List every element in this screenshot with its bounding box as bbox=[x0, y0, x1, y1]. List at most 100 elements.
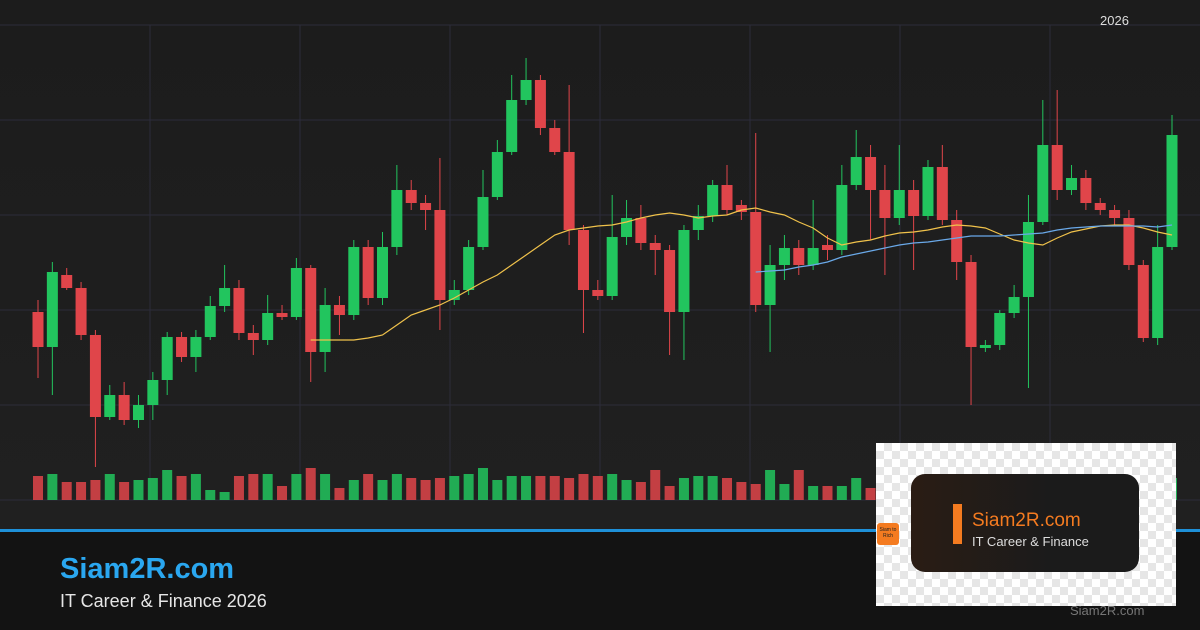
candle-body bbox=[1051, 145, 1063, 190]
candle-body bbox=[778, 248, 790, 265]
volume-bar bbox=[477, 468, 488, 500]
volume-bar bbox=[119, 482, 130, 500]
candle-body bbox=[1008, 297, 1020, 313]
candle-body bbox=[606, 237, 618, 296]
volume-bar bbox=[248, 474, 259, 500]
candle-body bbox=[721, 185, 733, 210]
candle-body bbox=[1152, 247, 1164, 338]
volume-bar bbox=[621, 480, 632, 500]
volume-bar bbox=[434, 478, 445, 500]
candle-body bbox=[951, 220, 963, 262]
volume-bar bbox=[865, 488, 876, 500]
volume-bar bbox=[750, 484, 761, 500]
candle-body bbox=[621, 218, 633, 237]
candle-body bbox=[692, 216, 704, 230]
volume-bar bbox=[678, 478, 689, 500]
volume-bar bbox=[851, 478, 862, 500]
candle-body bbox=[491, 152, 503, 197]
volume-bar bbox=[291, 474, 302, 500]
candle-body bbox=[176, 337, 188, 357]
candle-body bbox=[161, 337, 173, 380]
volume-bar bbox=[822, 486, 833, 500]
logo-bar bbox=[953, 504, 962, 544]
candle-body bbox=[1066, 178, 1078, 190]
volume-bar bbox=[521, 476, 532, 500]
candle-body bbox=[678, 230, 690, 312]
grid bbox=[0, 24, 1200, 501]
volume-bar bbox=[320, 474, 331, 500]
volume-bar bbox=[205, 490, 216, 500]
volume-bar bbox=[377, 480, 388, 500]
volume-bar bbox=[162, 470, 173, 500]
volume-bar bbox=[449, 476, 460, 500]
candle-body bbox=[391, 190, 403, 247]
candle-body bbox=[807, 248, 819, 265]
candle-body bbox=[563, 152, 575, 230]
candle-body bbox=[506, 100, 518, 152]
volume-bar bbox=[76, 482, 87, 500]
volume-bar bbox=[420, 480, 431, 500]
moving-average-line bbox=[310, 207, 1173, 341]
candle-body bbox=[305, 268, 317, 352]
candle-body bbox=[1166, 135, 1178, 247]
volume-bar bbox=[592, 476, 603, 500]
candle-body bbox=[405, 190, 417, 203]
volume-bar bbox=[133, 480, 144, 500]
volume-bar bbox=[391, 474, 402, 500]
candle-body bbox=[1037, 145, 1049, 222]
volume-bar bbox=[176, 476, 187, 500]
volume-bar bbox=[578, 474, 589, 500]
volume-bar bbox=[463, 474, 474, 500]
volume-bar bbox=[779, 484, 790, 500]
candle-body bbox=[635, 218, 647, 243]
volume-bar bbox=[348, 480, 359, 500]
volume-bar bbox=[793, 470, 804, 500]
candle-body bbox=[1137, 265, 1149, 338]
volume-bar bbox=[707, 476, 718, 500]
candle-body bbox=[534, 80, 546, 128]
candle-body bbox=[879, 190, 891, 218]
volume-bar bbox=[147, 478, 158, 500]
candle-body bbox=[89, 335, 101, 417]
candle-body bbox=[204, 306, 216, 337]
candle-body bbox=[262, 313, 274, 340]
volume-bar bbox=[334, 488, 345, 500]
candle-body bbox=[865, 157, 877, 190]
volume-bar bbox=[305, 468, 316, 500]
candle-body bbox=[420, 203, 432, 210]
volume-bar bbox=[190, 474, 201, 500]
candle-body bbox=[32, 312, 44, 347]
candle-body bbox=[965, 262, 977, 347]
candle-body bbox=[377, 247, 389, 298]
candle-body bbox=[61, 275, 73, 288]
candle-body bbox=[319, 305, 331, 352]
candle-body bbox=[348, 247, 360, 315]
candle-body bbox=[592, 290, 604, 296]
logo-subtitle: IT Career & Finance bbox=[972, 534, 1089, 549]
volume-bar bbox=[492, 480, 503, 500]
logo-panel: Siam2R.com IT Career & Finance Siam to R… bbox=[876, 443, 1176, 606]
volume-bar bbox=[549, 476, 560, 500]
candle-body bbox=[219, 288, 231, 306]
candle-body bbox=[1080, 178, 1092, 203]
candle-body bbox=[908, 190, 920, 216]
volume-bar bbox=[277, 486, 288, 500]
volume-bar bbox=[564, 478, 575, 500]
candle-body bbox=[147, 380, 159, 405]
volume-bar bbox=[219, 492, 230, 500]
candle-body bbox=[936, 167, 948, 220]
candle-body bbox=[764, 265, 776, 305]
candle-body bbox=[520, 80, 532, 100]
candle-body bbox=[46, 272, 58, 347]
volume-bar bbox=[33, 476, 43, 500]
volume-bar bbox=[233, 476, 244, 500]
volume-bar bbox=[406, 478, 417, 500]
candle-body bbox=[707, 185, 719, 216]
moving-average-line bbox=[755, 224, 1173, 273]
candle-body bbox=[793, 248, 805, 265]
year-label: 2026 bbox=[1100, 13, 1129, 28]
divider bbox=[0, 529, 1200, 532]
candle-body bbox=[477, 197, 489, 247]
candle-body bbox=[577, 230, 589, 290]
watermark: Siam2R.com bbox=[1070, 603, 1144, 618]
